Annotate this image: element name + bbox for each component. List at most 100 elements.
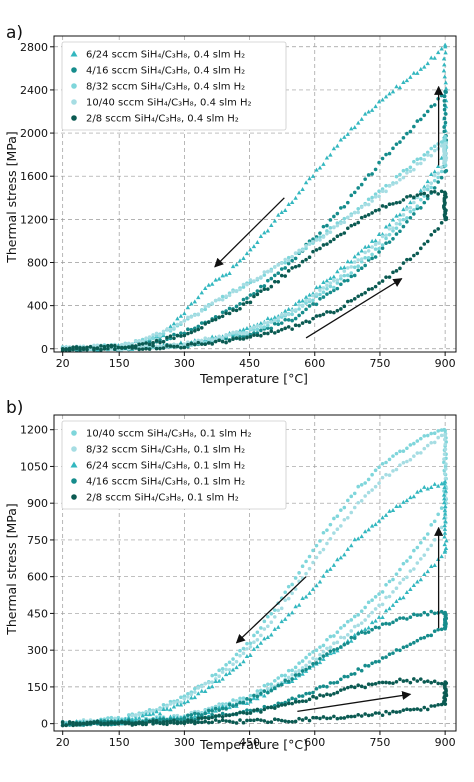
y-tick-label: 2400 (20, 84, 48, 97)
data-point (422, 571, 427, 576)
data-point (210, 713, 214, 717)
data-point (432, 229, 437, 234)
data-point (339, 206, 343, 210)
data-point (318, 653, 322, 657)
data-point (241, 720, 246, 725)
data-point (443, 432, 447, 437)
data-point (276, 280, 281, 284)
data-point (276, 624, 281, 629)
data-point (262, 273, 267, 277)
data-point (363, 255, 367, 260)
data-point (405, 617, 409, 621)
data-point (345, 259, 350, 264)
data-point (213, 718, 218, 722)
data-point (220, 706, 225, 711)
data-point (224, 336, 228, 341)
data-point (439, 681, 444, 686)
data-point (442, 103, 447, 108)
data-point (307, 554, 312, 559)
data-point (356, 120, 361, 125)
data-point (429, 440, 434, 445)
data-point (335, 680, 340, 685)
data-point (338, 555, 344, 560)
data-point (328, 239, 333, 244)
data-point (290, 673, 294, 677)
data-point (425, 679, 430, 683)
data-point (356, 500, 361, 505)
data-point (189, 330, 194, 335)
data-point (377, 241, 381, 245)
data-point (429, 190, 434, 194)
data-point (401, 261, 406, 265)
data-point (220, 294, 225, 299)
panel-a-plot: 20 150 300 450 600 750 90004008001200160020002… (20, 35, 457, 370)
data-point (422, 153, 427, 157)
data-point (328, 693, 333, 697)
data-point (286, 261, 291, 266)
data-point (241, 659, 246, 664)
data-point (262, 270, 267, 274)
data-point (394, 226, 399, 230)
data-point (92, 720, 96, 724)
data-point (224, 332, 228, 337)
data-point (366, 625, 371, 630)
data-point (318, 539, 322, 543)
data-point (373, 618, 378, 623)
data-point (178, 702, 184, 707)
y-tick-label: 2000 (20, 127, 48, 140)
data-point (391, 182, 395, 186)
data-point (387, 508, 392, 513)
data-point (238, 718, 242, 722)
data-point (71, 347, 75, 352)
data-point (356, 294, 361, 299)
data-point (339, 508, 343, 512)
data-point (297, 668, 301, 673)
data-point (405, 446, 409, 451)
data-point (439, 46, 444, 51)
data-point (335, 514, 340, 518)
data-point (359, 215, 364, 220)
data-point (227, 660, 232, 665)
data-point (441, 492, 447, 497)
data-point (81, 347, 86, 351)
data-point (398, 172, 402, 177)
data-point (279, 673, 284, 678)
data-point (321, 312, 326, 317)
data-point (283, 598, 288, 602)
data-point (248, 718, 253, 723)
data-point (185, 699, 191, 704)
data-point (248, 652, 253, 657)
data-point (394, 451, 399, 456)
data-point (276, 271, 281, 276)
data-point (168, 334, 173, 339)
data-point (272, 678, 277, 683)
data-point (186, 340, 190, 345)
data-point (432, 611, 437, 616)
data-point (189, 341, 194, 346)
data-point (425, 196, 430, 201)
data-point (262, 719, 267, 723)
data-point (380, 234, 385, 239)
data-point (272, 608, 277, 612)
data-point (296, 190, 302, 195)
data-point (199, 325, 204, 330)
x-tick-label: 450 (239, 736, 260, 749)
data-point (297, 307, 301, 311)
data-point (206, 685, 211, 690)
data-point (422, 680, 427, 684)
data-point (276, 212, 281, 217)
data-point (311, 690, 315, 695)
data-point (151, 341, 155, 345)
data-point (363, 712, 367, 716)
data-point (269, 682, 274, 687)
data-point (401, 460, 406, 465)
data-point (203, 286, 208, 291)
data-point (262, 704, 267, 709)
data-point (283, 207, 288, 212)
data-point (332, 278, 336, 283)
data-point (325, 292, 329, 296)
data-point (405, 216, 409, 220)
data-point (422, 610, 427, 615)
data-point (432, 186, 437, 190)
data-point (325, 692, 329, 697)
